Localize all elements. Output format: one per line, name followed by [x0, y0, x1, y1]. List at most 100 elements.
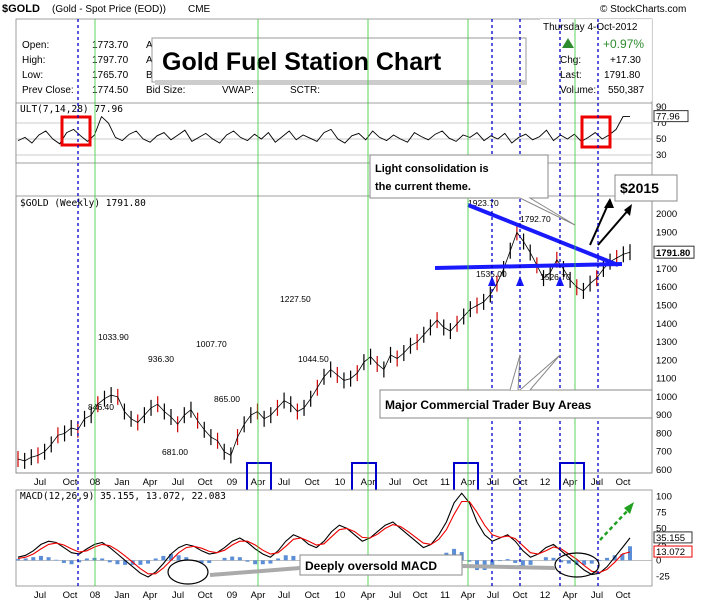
volume-value: 550,387 — [608, 85, 645, 96]
chg-value: +17.30 — [610, 55, 641, 66]
macd-histogram-bar — [92, 557, 97, 561]
macd-histogram-bar — [520, 560, 525, 566]
macd-histogram-bar — [490, 560, 495, 567]
up-arrow-icon — [562, 38, 574, 48]
x-tick-label: Apr — [361, 590, 376, 601]
x-tick-label: Apr — [143, 477, 158, 488]
price-annotation: 1044.50 — [298, 354, 329, 364]
volume-label: Volume: — [560, 85, 596, 96]
signal-line — [17, 500, 631, 575]
macd-histogram-bar — [115, 560, 120, 565]
macd-line — [17, 492, 631, 578]
x-tick-label: Apr — [143, 590, 158, 601]
x-tick-label: Oct — [198, 590, 213, 601]
target-arrow-2 — [597, 207, 631, 246]
description: (Gold - Spot Price (EOD)) — [52, 4, 166, 15]
high-value: 1797.70 — [92, 55, 129, 66]
price-y-tick: 1700 — [656, 264, 677, 275]
macd-histogram-bar — [566, 560, 571, 564]
pct-change: +0.97% — [603, 37, 644, 51]
quote-date: Thursday 4-Oct-2012 — [543, 22, 638, 33]
consolidation-line1: Light consolidation is — [375, 163, 489, 175]
x-tick-label: 08 — [90, 590, 101, 601]
price-y-tick: 800 — [656, 428, 672, 439]
high-label: High: — [22, 55, 45, 66]
x-tick-label: 10 — [335, 590, 346, 601]
macd-histogram-bar — [161, 555, 166, 561]
resistance-trendline — [467, 203, 619, 267]
x-tick-label: 12 — [540, 590, 551, 601]
price-y-tick: 1500 — [656, 301, 677, 312]
macd-histogram-bar — [23, 558, 28, 561]
macd-histogram-bar — [207, 560, 212, 563]
macd-y-tick: 100 — [656, 491, 672, 502]
ult-y-tick: 50 — [656, 134, 667, 145]
x-tick-label: Apr — [563, 477, 578, 488]
x-tick-label: Jul — [591, 590, 603, 601]
price-y-tick: 1900 — [656, 227, 677, 238]
macd-y-tick: -25 — [656, 571, 670, 582]
support-trendline — [434, 262, 623, 270]
open-label: Open: — [22, 40, 49, 51]
x-tick-label: Jan — [114, 477, 129, 488]
x-tick-label: Oct — [616, 590, 631, 601]
price-annotation: 681.00 — [162, 447, 188, 457]
x-tick-label: Apr — [563, 590, 578, 601]
price-last-value: 1791.80 — [656, 248, 690, 259]
x-tick-label: Jul — [591, 477, 603, 488]
bid-size-label: Bid Size: — [146, 85, 185, 96]
vertical-lines — [77, 19, 599, 586]
arrowhead-icon — [624, 204, 632, 216]
x-tick-label: Oct — [63, 590, 78, 601]
price-annotation: 865.00 — [214, 394, 240, 404]
macd-histogram-bar — [528, 560, 533, 565]
price-annotation: 1227.50 — [280, 294, 311, 304]
vwap-label: VWAP: — [222, 85, 254, 96]
macd-histogram-bar — [146, 560, 151, 564]
price-annotation: 936.30 — [148, 354, 174, 364]
macd-histogram-bar — [513, 560, 518, 563]
macd-histogram-bar — [467, 560, 472, 562]
macd-histogram-bar — [38, 555, 43, 561]
price-y-tick: 600 — [656, 465, 672, 476]
macd-y-tick: 75 — [656, 507, 667, 518]
x-tick-label: Oct — [413, 477, 428, 488]
price-annotation: 1007.70 — [196, 339, 227, 349]
macd-histogram-bar — [16, 559, 20, 561]
last-label: Last: — [560, 70, 582, 81]
x-tick-label: Oct — [616, 477, 631, 488]
banner-shadow — [155, 80, 527, 85]
x-tick-label: Jul — [34, 477, 46, 488]
price-y-tick: 2000 — [656, 209, 677, 220]
macd-histogram-bar — [497, 560, 502, 562]
ult-last-value: 77.96 — [656, 112, 680, 123]
macd-histogram-bar — [283, 555, 288, 561]
macd-histogram-bar — [123, 560, 128, 565]
open-value: 1773.70 — [92, 40, 129, 51]
buy-arrow-icon — [516, 276, 524, 286]
price-y-tick: 1300 — [656, 337, 677, 348]
price-y-tick: 1400 — [656, 319, 677, 330]
buy-arrow-icon — [488, 276, 496, 286]
macd-histogram-bar — [184, 557, 189, 561]
x-tick-label: 11 — [440, 477, 450, 488]
arrowhead-icon — [604, 198, 614, 208]
macd-histogram-bar — [176, 555, 181, 561]
x-tick-label: Oct — [305, 590, 320, 601]
macd-histogram-bar — [61, 560, 66, 563]
macd-histogram-bar — [245, 560, 250, 562]
x-tick-label: 09 — [227, 477, 238, 488]
macd-histogram-bar — [582, 560, 587, 565]
buy-areas-callout: Major Commercial Trader Buy Areas — [379, 354, 653, 419]
target-callout: $2015 — [614, 174, 678, 202]
macd-histogram-bar — [268, 560, 273, 564]
credit: © StockCharts.com — [600, 4, 686, 15]
macd-histogram-bar — [628, 546, 632, 561]
x-tick-label: Oct — [305, 477, 320, 488]
macd-histogram-bar — [230, 556, 235, 561]
chg-label: Chg: — [560, 55, 581, 66]
price-y-tick: 1100 — [656, 374, 676, 385]
ult-y-tick: 90 — [656, 102, 667, 113]
